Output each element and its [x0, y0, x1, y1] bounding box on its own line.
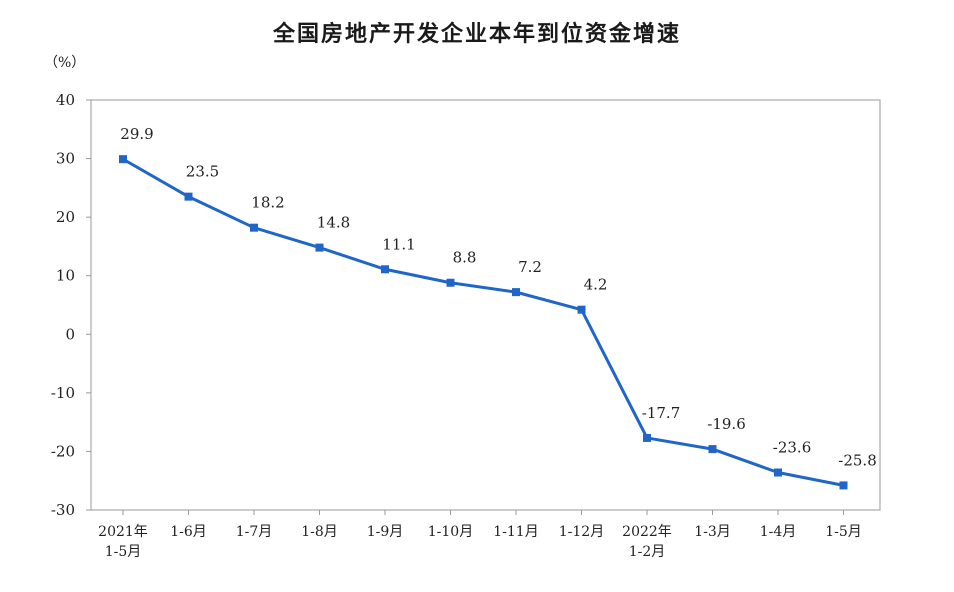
data-label: 18.2 [251, 194, 284, 212]
data-point [643, 433, 651, 442]
x-tick-label: 1-10月 [428, 524, 473, 540]
y-tick-label: 40 [56, 91, 75, 109]
data-label: 14.8 [317, 214, 350, 232]
y-tick-label: -10 [51, 384, 75, 402]
data-label: 11.1 [382, 235, 415, 253]
axes [90, 99, 881, 511]
y-tick-label: 10 [56, 267, 75, 285]
x-tick-label: 1-6月 [170, 524, 207, 540]
x-tick-label: 1-8月 [301, 524, 338, 540]
y-unit-label: （%） [44, 55, 86, 71]
data-point [839, 481, 848, 490]
y-axis-ticks: -30 -20 -10 0 10 20 30 40 [51, 91, 91, 519]
data-label: 8.8 [453, 249, 477, 267]
data-point [315, 243, 324, 252]
x-tick-label: 1-3月 [694, 524, 731, 540]
x-tick-label: 1-9月 [367, 524, 404, 540]
x-tick-label: 2021年 1-5月 [98, 524, 148, 560]
y-tick-label: 20 [56, 208, 75, 226]
data-label: -23.6 [773, 439, 811, 457]
x-tick-label: 1-12月 [559, 524, 604, 540]
y-tick-label: -20 [51, 442, 75, 460]
data-point [381, 265, 389, 274]
data-point [774, 468, 782, 477]
data-labels: 29.9 23.5 18.2 14.8 11.1 8.8 7.2 4.2 -17.7 -19.6 -… [120, 125, 876, 469]
plot-frame [90, 99, 881, 511]
data-point [446, 278, 455, 287]
y-tick-label: 30 [56, 150, 75, 168]
data-label: 29.9 [120, 125, 153, 143]
data-label: -19.6 [707, 415, 745, 433]
x-tick-label: 1-5月 [825, 524, 862, 540]
data-label: -17.7 [642, 404, 680, 422]
data-point [708, 445, 717, 454]
x-axis-ticks: 2021年 1-5月 1-6月 1-7月 1-8月 1-9月 1-10月 1-11月 1-12月… [98, 510, 862, 560]
chart-title: 全国房地产开发企业本年到位资金增速 [272, 22, 681, 47]
data-label: 4.2 [584, 276, 608, 294]
data-point [119, 155, 127, 164]
series [119, 155, 848, 490]
data-label: 23.5 [186, 163, 219, 181]
x-tick-label: 1-4月 [760, 524, 797, 540]
x-tick-label: 1-11月 [493, 524, 538, 540]
data-point [512, 288, 520, 297]
y-tick-label: 0 [65, 325, 75, 343]
data-label: -25.8 [838, 451, 876, 469]
y-tick-label: -30 [51, 501, 75, 519]
x-tick-label: 2022年 1-2月 [622, 524, 672, 560]
series-line [122, 157, 844, 487]
data-point [577, 305, 586, 314]
data-label: 7.2 [518, 258, 542, 276]
data-point [250, 223, 258, 232]
x-tick-label: 1-7月 [236, 524, 273, 540]
data-point [184, 192, 193, 201]
